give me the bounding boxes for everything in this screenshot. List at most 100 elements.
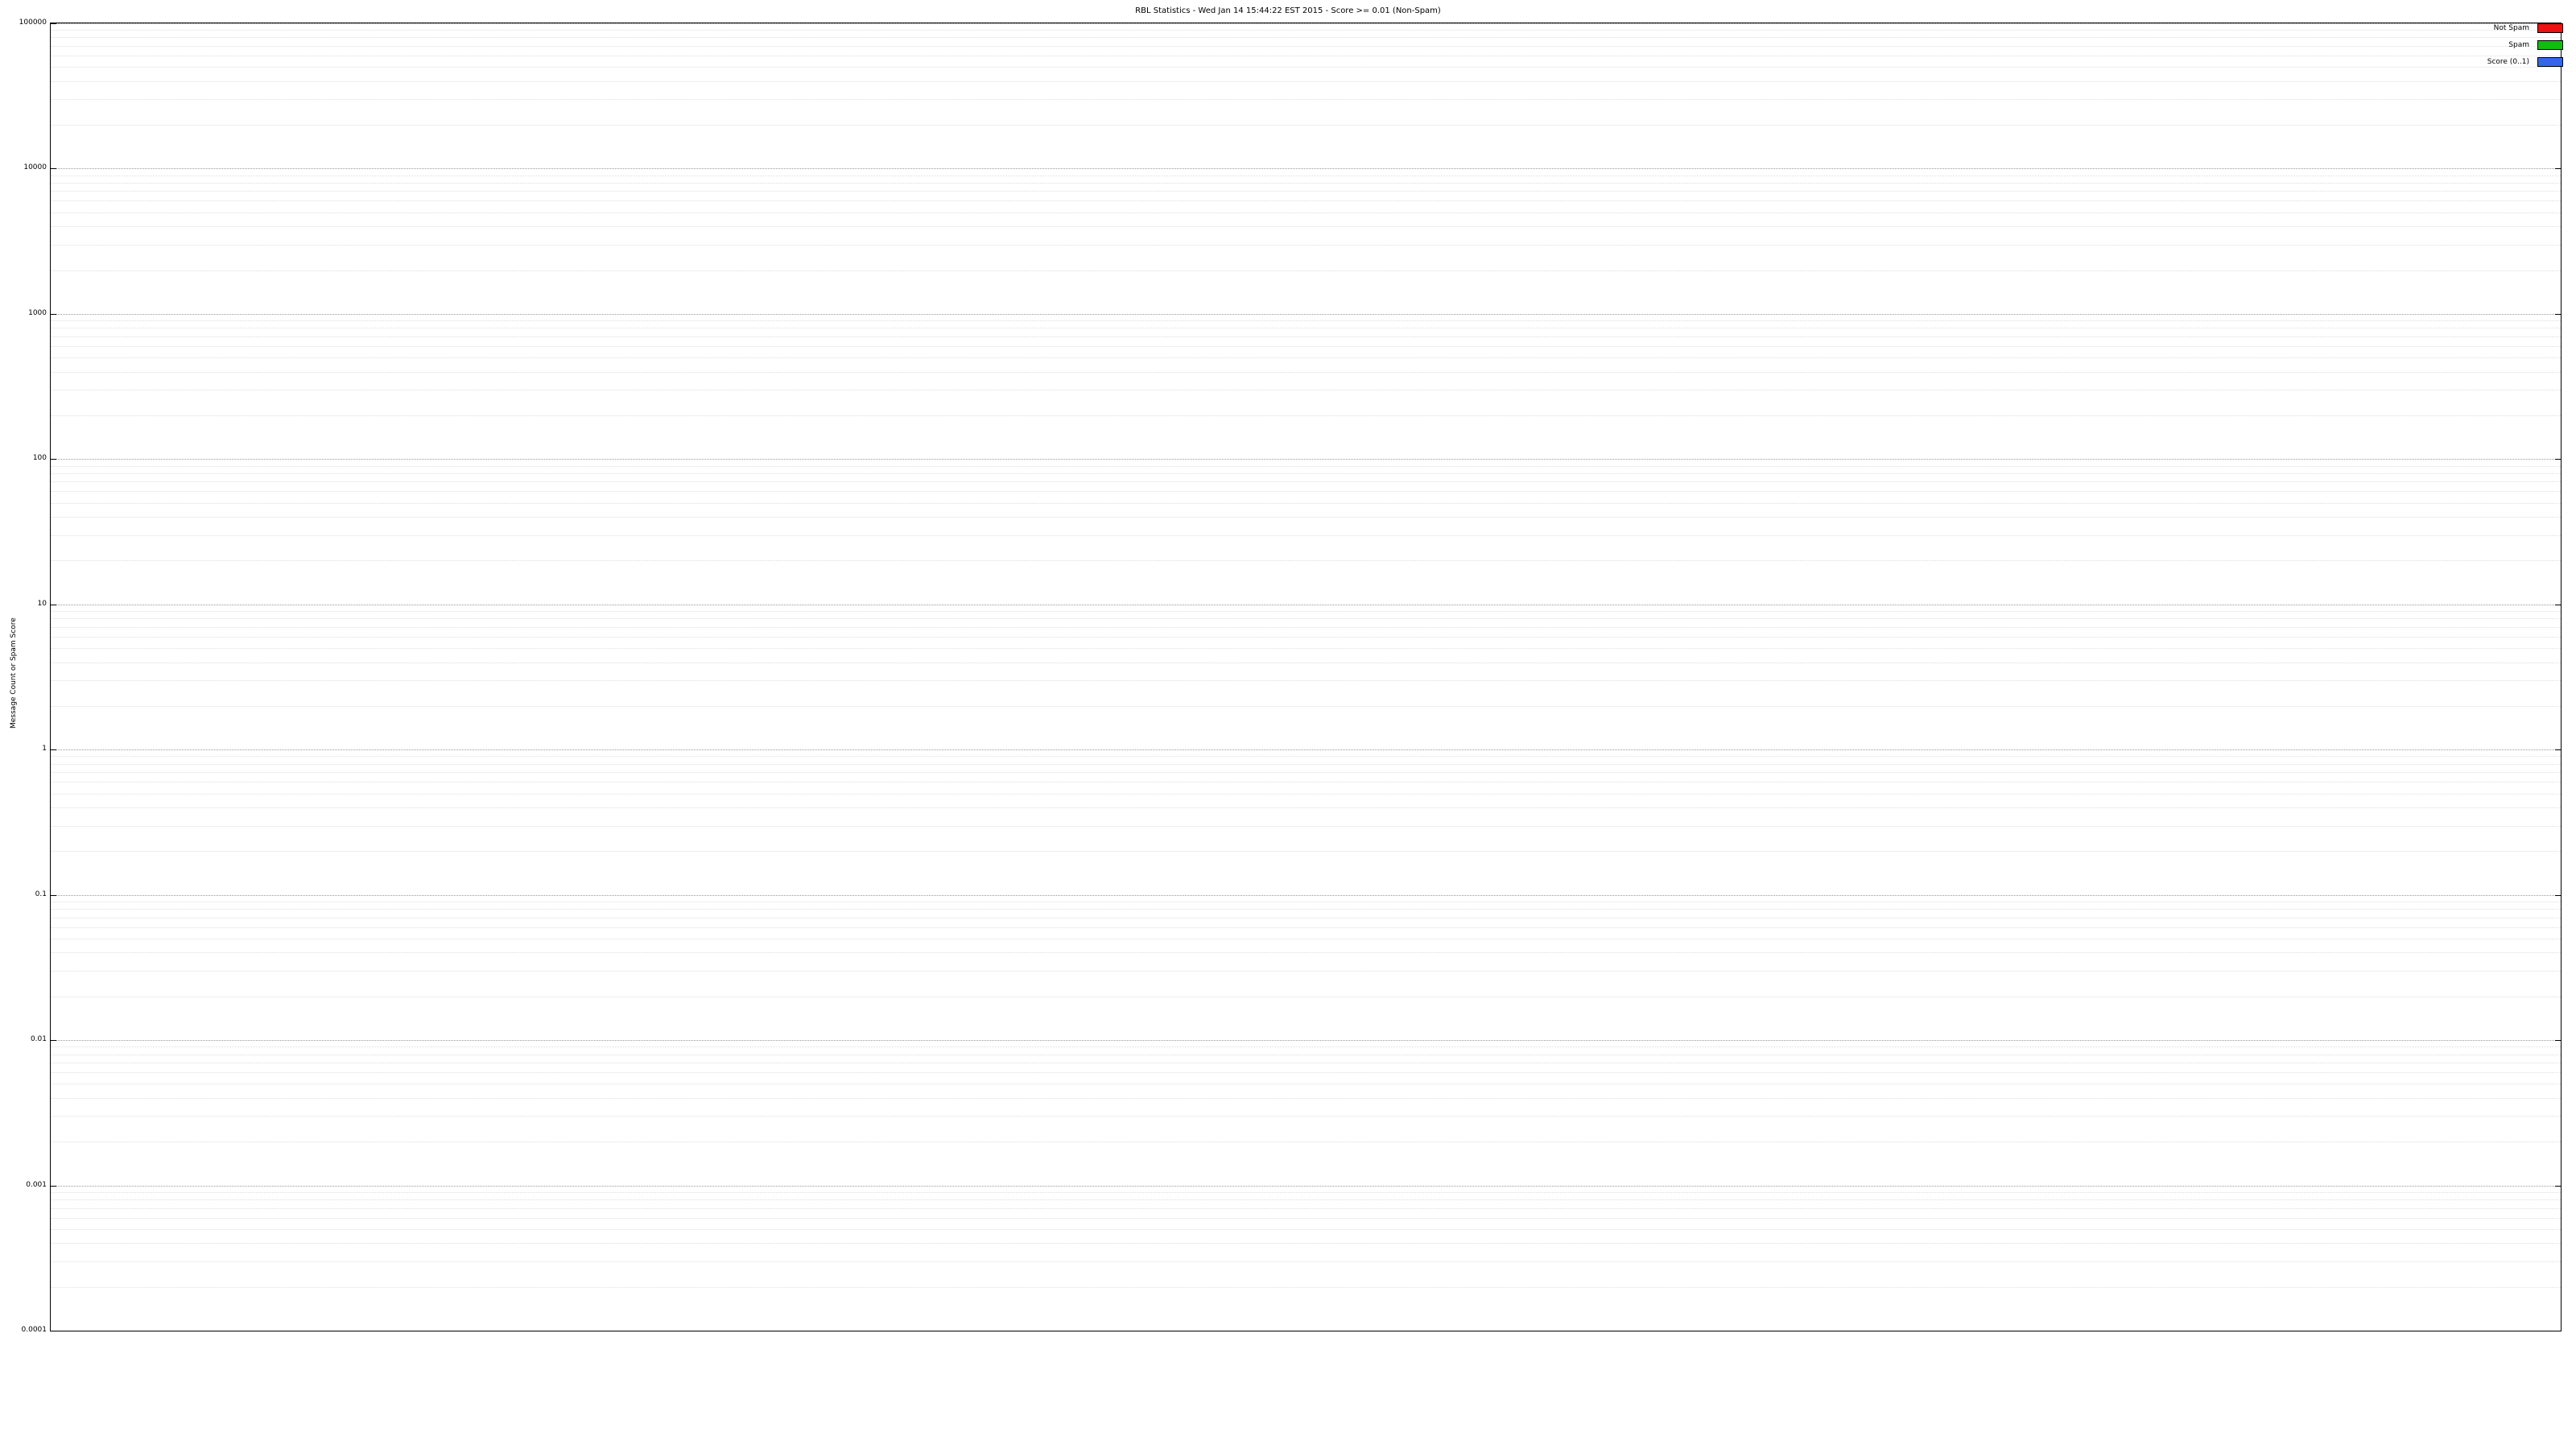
- legend: Not Spam Spam Score (0..1): [2487, 19, 2563, 70]
- grid-line-minor: [51, 1261, 2561, 1262]
- y-tick-label: 100: [32, 454, 47, 463]
- grid-line-minor: [51, 30, 2561, 31]
- grid-line-minor: [51, 705, 2561, 707]
- grid-line-minor: [51, 626, 2561, 628]
- legend-row: Score (0..1): [2487, 53, 2563, 70]
- y-tick-mark: [2555, 459, 2561, 460]
- y-tick-label: 1000: [28, 308, 47, 317]
- grid-line-minor: [51, 182, 2561, 184]
- grid-line-major: [51, 168, 2561, 170]
- legend-row: Not Spam: [2487, 19, 2563, 36]
- y-tick-mark: [51, 168, 56, 170]
- grid-line-minor: [51, 371, 2561, 373]
- grid-line-minor: [51, 680, 2561, 682]
- grid-line-minor: [51, 772, 2561, 774]
- grid-line-minor: [51, 763, 2561, 765]
- y-tick-mark: [51, 23, 56, 24]
- grid-line-minor: [51, 917, 2561, 919]
- grid-line-minor: [51, 825, 2561, 827]
- legend-swatch: [2537, 56, 2563, 67]
- grid-line-minor: [51, 909, 2561, 910]
- grid-line-minor: [51, 756, 2561, 758]
- y-tick-mark: [2555, 1185, 2561, 1187]
- plot-area: [50, 23, 2562, 1331]
- grid-line-minor: [51, 952, 2561, 954]
- grid-line-minor: [51, 517, 2561, 518]
- grid-line-minor: [51, 37, 2561, 39]
- y-tick-mark: [51, 1185, 56, 1187]
- grid-line-minor: [51, 1199, 2561, 1201]
- y-tick-mark: [2555, 313, 2561, 315]
- legend-label: Not Spam: [2493, 23, 2529, 32]
- y-tick-label: 10000: [23, 163, 47, 172]
- grid-line-minor: [51, 67, 2561, 68]
- grid-line-minor: [51, 1072, 2561, 1074]
- grid-line-minor: [51, 636, 2561, 638]
- y-tick-label: 0.01: [30, 1035, 47, 1044]
- grid-line-minor: [51, 200, 2561, 202]
- grid-line-major: [51, 1185, 2561, 1187]
- grid-line-major: [51, 23, 2561, 24]
- grid-line-minor: [51, 1208, 2561, 1209]
- grid-line-minor: [51, 191, 2561, 192]
- grid-line-minor: [51, 99, 2561, 101]
- y-tick-mark: [2555, 1040, 2561, 1042]
- grid-line-major: [51, 1040, 2561, 1042]
- y-tick-label: 10: [37, 599, 47, 608]
- legend-row: Spam: [2487, 36, 2563, 53]
- grid-line-minor: [51, 1217, 2561, 1219]
- y-tick-mark: [2555, 749, 2561, 751]
- legend-swatch: [2537, 23, 2563, 33]
- grid-line-minor: [51, 502, 2561, 504]
- legend-swatch: [2537, 39, 2563, 50]
- grid-line-minor: [51, 270, 2561, 271]
- y-axis-label: Message Count or Spam Score: [10, 617, 18, 729]
- grid-line-minor: [51, 175, 2561, 176]
- grid-line-minor: [51, 971, 2561, 972]
- grid-line-minor: [51, 80, 2561, 82]
- grid-line-major: [51, 749, 2561, 751]
- grid-line-minor: [51, 648, 2561, 650]
- grid-line-minor: [51, 618, 2561, 620]
- grid-line-minor: [51, 481, 2561, 483]
- y-tick-label: 1: [42, 745, 47, 753]
- y-tick-mark: [51, 313, 56, 315]
- grid-line-minor: [51, 560, 2561, 562]
- grid-line-minor: [51, 1228, 2561, 1230]
- grid-line-major: [51, 459, 2561, 460]
- grid-line-minor: [51, 415, 2561, 416]
- grid-line-minor: [51, 1243, 2561, 1245]
- legend-label: Spam: [2508, 40, 2529, 49]
- y-tick-mark: [51, 894, 56, 896]
- y-tick-mark: [2555, 168, 2561, 170]
- grid-line-minor: [51, 611, 2561, 613]
- grid-line-minor: [51, 345, 2561, 347]
- grid-line-minor: [51, 1141, 2561, 1143]
- y-tick-mark: [51, 749, 56, 751]
- grid-line-minor: [51, 125, 2561, 126]
- grid-line-minor: [51, 336, 2561, 337]
- y-tick-mark: [2555, 894, 2561, 896]
- grid-line-minor: [51, 535, 2561, 536]
- grid-line-minor: [51, 357, 2561, 359]
- grid-line-minor: [51, 320, 2561, 322]
- grid-line-minor: [51, 1046, 2561, 1048]
- y-tick-label: 0.0001: [21, 1326, 47, 1334]
- grid-line-minor: [51, 465, 2561, 467]
- grid-line-minor: [51, 1097, 2561, 1099]
- grid-line-major: [51, 894, 2561, 896]
- y-tick-mark: [51, 1040, 56, 1042]
- grid-line-minor: [51, 244, 2561, 246]
- y-tick-mark: [51, 459, 56, 460]
- grid-line-minor: [51, 1191, 2561, 1193]
- grid-line-minor: [51, 807, 2561, 809]
- legend-label: Score (0..1): [2487, 57, 2529, 66]
- grid-line-minor: [51, 793, 2561, 795]
- grid-line-minor: [51, 1116, 2561, 1117]
- grid-line-major: [51, 313, 2561, 315]
- grid-line-minor: [51, 226, 2561, 228]
- grid-line-minor: [51, 491, 2561, 493]
- chart-title: RBL Statistics - Wed Jan 14 15:44:22 EST…: [1135, 6, 1441, 15]
- y-tick-label: 0.001: [26, 1180, 47, 1189]
